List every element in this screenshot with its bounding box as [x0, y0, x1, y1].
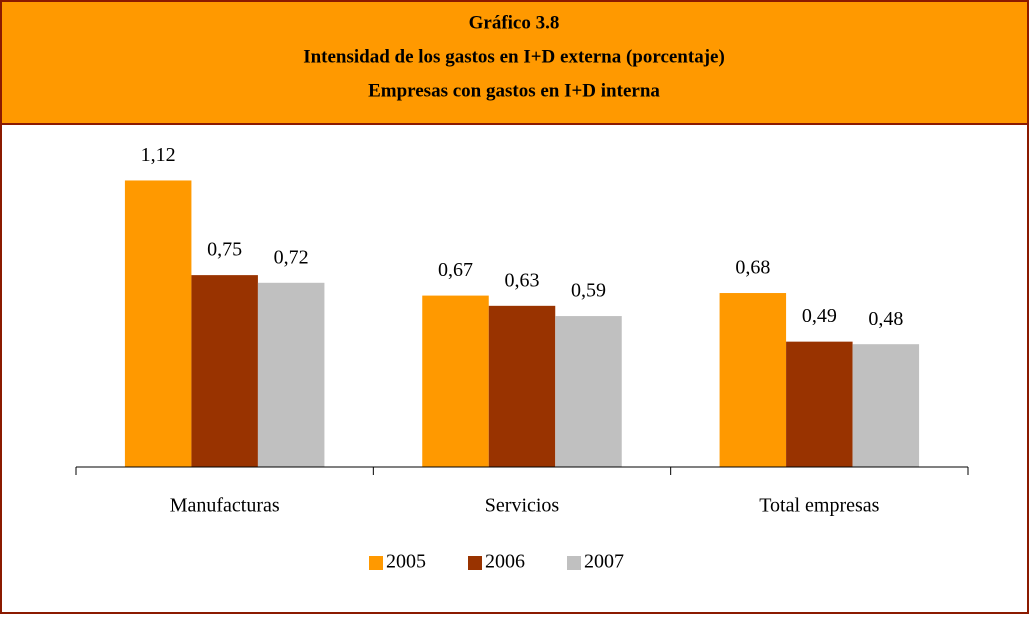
- bar: [786, 341, 853, 467]
- bar: [124, 180, 192, 467]
- legend-swatch: [567, 556, 581, 570]
- legend-swatch: [468, 556, 482, 570]
- data-label: 0,75: [207, 239, 242, 261]
- bar: [555, 316, 622, 467]
- chart-title: Gráfico 3.8: [469, 12, 560, 33]
- data-label: 0,67: [438, 259, 473, 281]
- bar: [852, 344, 920, 467]
- bar: [422, 295, 489, 467]
- bar: [488, 305, 556, 467]
- data-label: 0,48: [868, 308, 903, 330]
- data-label: 0,49: [802, 305, 837, 327]
- bar: [191, 275, 258, 467]
- x-tick-label: Total empresas: [759, 495, 879, 517]
- chart-subtitle: Empresas con gastos en I+D interna: [368, 80, 660, 101]
- x-tick-label: Servicios: [485, 495, 560, 517]
- bar: [719, 293, 787, 467]
- chart-subtitle: Intensidad de los gastos en I+D externa …: [303, 46, 725, 67]
- data-label: 0,59: [571, 280, 606, 302]
- data-label: 0,63: [505, 269, 540, 291]
- data-label: 1,12: [141, 144, 176, 166]
- x-tick-label: Manufacturas: [170, 495, 280, 517]
- data-label: 0,68: [735, 257, 770, 279]
- legend-label: 2007: [584, 551, 624, 573]
- legend-swatch: [369, 556, 383, 570]
- data-label: 0,72: [274, 246, 309, 268]
- header: [0, 0, 1029, 125]
- bar: [257, 282, 325, 467]
- legend-label: 2006: [485, 551, 525, 573]
- legend-label: 2005: [386, 551, 426, 573]
